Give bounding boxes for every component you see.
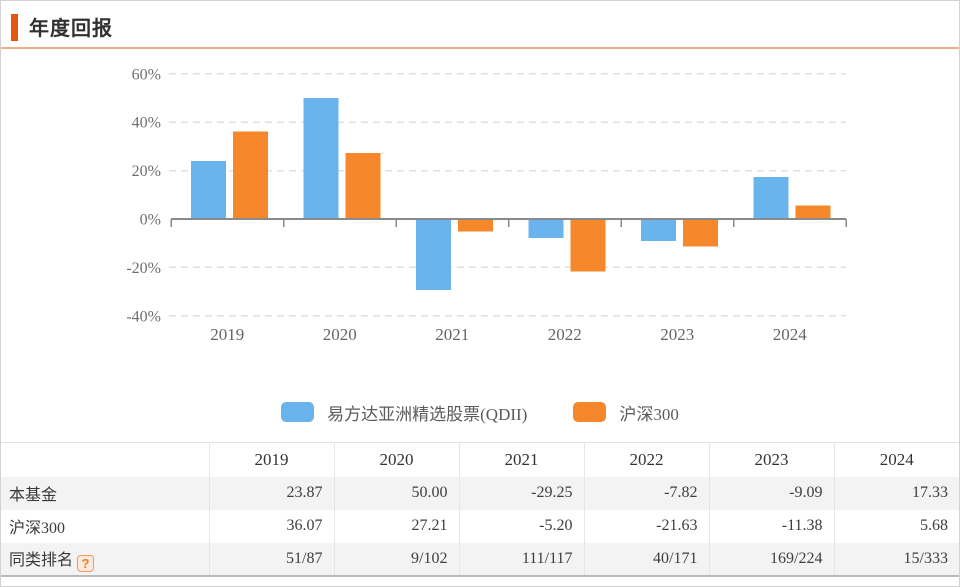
header-cell-year: 2021: [458, 442, 584, 477]
bar-fund-2021[interactable]: [416, 219, 451, 290]
bar-fund-2022[interactable]: [528, 219, 564, 238]
header-cell-year: 2019: [208, 442, 334, 477]
table-cell: 27.21: [333, 509, 459, 543]
x-axis-label: 2020: [323, 325, 357, 344]
bar-benchmark-2019[interactable]: [233, 131, 268, 219]
legend-swatch-benchmark: [573, 402, 607, 422]
table-cell: 9/102: [333, 542, 459, 576]
chart-legend: 易方达亚洲精选股票(QDII) 沪深300: [1, 400, 959, 425]
annual-return-bar-chart: 60% 40% 20% 0% -20% -40% 2019 2020 2021 2022 2023 2…: [1, 49, 959, 349]
table-cell: -5.20: [458, 509, 584, 543]
y-axis-tick-label: -20%: [126, 260, 161, 277]
table-row-rank: 同类排名? 51/87 9/102 111/117 40/171 169/224…: [1, 542, 959, 576]
table-row-benchmark: 沪深300 36.07 27.21 -5.20 -21.63 -11.38 5.…: [1, 509, 959, 543]
table-row-fund: 本基金 23.87 50.00 -29.25 -7.82 -9.09 17.33: [1, 476, 959, 510]
header-cell-year: 2023: [708, 442, 834, 477]
help-question-icon[interactable]: ?: [77, 554, 95, 572]
table-header-row: 2019 2020 2021 2022 2023 2024: [1, 442, 959, 477]
table-cell: -21.63: [583, 509, 709, 543]
header-cell-year: 2024: [833, 442, 959, 477]
table-cell: 15/333: [833, 542, 959, 576]
legend-item-benchmark[interactable]: 沪深300: [573, 400, 679, 425]
y-axis-tick-label: 60%: [132, 66, 161, 83]
table-cell: 36.07: [208, 509, 334, 543]
bar-benchmark-2020[interactable]: [345, 153, 381, 219]
legend-label-benchmark: 沪深300: [619, 404, 679, 424]
bar-fund-2023[interactable]: [641, 219, 676, 241]
x-axis-label: 2023: [660, 325, 694, 344]
table-cell: 51/87: [208, 542, 334, 576]
table-cell: -7.82: [583, 476, 709, 510]
bar-benchmark-2023[interactable]: [683, 219, 718, 247]
bar-benchmark-2024[interactable]: [795, 205, 831, 219]
page-title: 年度回报: [29, 18, 113, 40]
x-axis-label: 2024: [773, 325, 808, 344]
rank-label-text: 同类排名: [9, 551, 74, 569]
title-accent-bar: [11, 14, 18, 41]
table-cell: 111/117: [458, 542, 584, 576]
y-axis-tick-label: -40%: [126, 308, 161, 325]
table-cell: -9.09: [708, 476, 834, 510]
table-cell: -29.25: [458, 476, 584, 510]
table-cell: 169/224: [708, 542, 834, 576]
table-cell: 5.68: [833, 509, 959, 543]
x-axis-label: 2022: [548, 325, 582, 344]
panel-header: 年度回报: [1, 1, 959, 49]
x-axis-label: 2021: [435, 325, 469, 344]
legend-swatch-fund: [281, 402, 315, 422]
y-axis-tick-label: 40%: [132, 115, 161, 132]
row-label-benchmark: 沪深300: [9, 520, 66, 537]
x-axis-label: 2019: [210, 325, 244, 344]
table-cell: 23.87: [208, 476, 334, 510]
bar-benchmark-2022[interactable]: [570, 219, 606, 272]
legend-item-fund[interactable]: 易方达亚洲精选股票(QDII): [281, 400, 527, 425]
row-label-fund: 本基金: [9, 487, 58, 504]
y-axis-tick-label: 0%: [140, 212, 161, 229]
y-axis-tick-label: 20%: [132, 163, 161, 180]
table-cell: 40/171: [583, 542, 709, 576]
table-cell: 17.33: [833, 476, 959, 510]
bar-benchmark-2021[interactable]: [458, 219, 493, 232]
table-cell: -11.38: [708, 509, 834, 543]
legend-label-fund: 易方达亚洲精选股票(QDII): [327, 404, 528, 424]
header-cell-year: 2020: [333, 442, 459, 477]
table-cell: 50.00: [333, 476, 459, 510]
bar-fund-2024[interactable]: [753, 177, 789, 219]
bar-fund-2019[interactable]: [191, 161, 226, 219]
header-cell-blank: [1, 442, 209, 477]
bar-chart-canvas: 60% 40% 20% 0% -20% -40% 2019 2020 2021 2022 2023 2…: [126, 66, 847, 344]
bar-fund-2020[interactable]: [303, 98, 339, 219]
annual-return-table: 2019 2020 2021 2022 2023 2024 本基金 23.87 …: [1, 442, 959, 577]
header-cell-year: 2022: [583, 442, 709, 477]
row-label-rank: 同类排名?: [1, 543, 209, 576]
